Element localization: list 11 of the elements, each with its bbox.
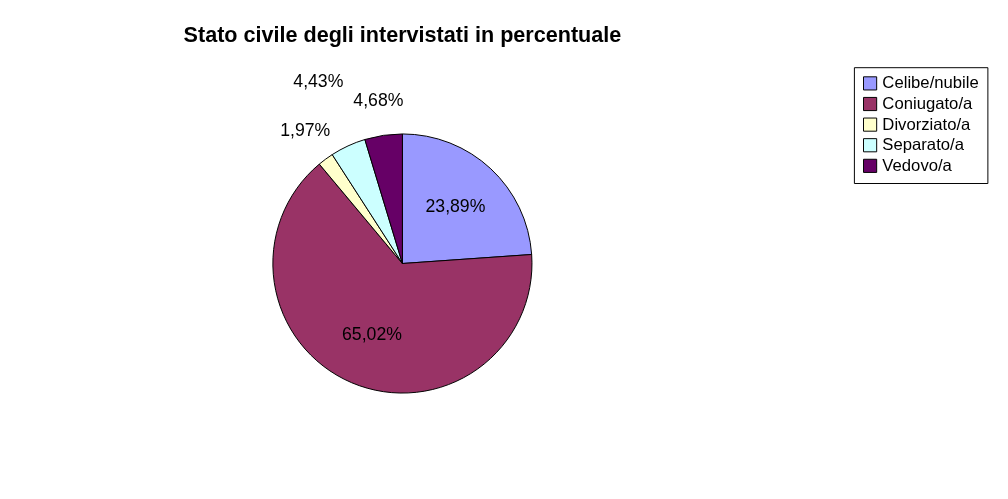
data-label: 4,43%	[293, 70, 344, 91]
legend-label: Celibe/nubile	[882, 73, 979, 93]
data-label: 23,89%	[425, 195, 486, 216]
data-label: 1,97%	[280, 120, 331, 141]
legend-label: Separato/a	[882, 135, 965, 155]
legend-label: Coniugato/a	[882, 93, 974, 113]
data-label: 65,02%	[342, 323, 403, 344]
legend-label: Vedovo/a	[882, 155, 953, 175]
legend-label: Divorziato/a	[882, 114, 972, 134]
data-label: 4,68%	[353, 90, 404, 111]
chart-title: Stato civile degli intervistati in percentuale	[183, 22, 622, 48]
